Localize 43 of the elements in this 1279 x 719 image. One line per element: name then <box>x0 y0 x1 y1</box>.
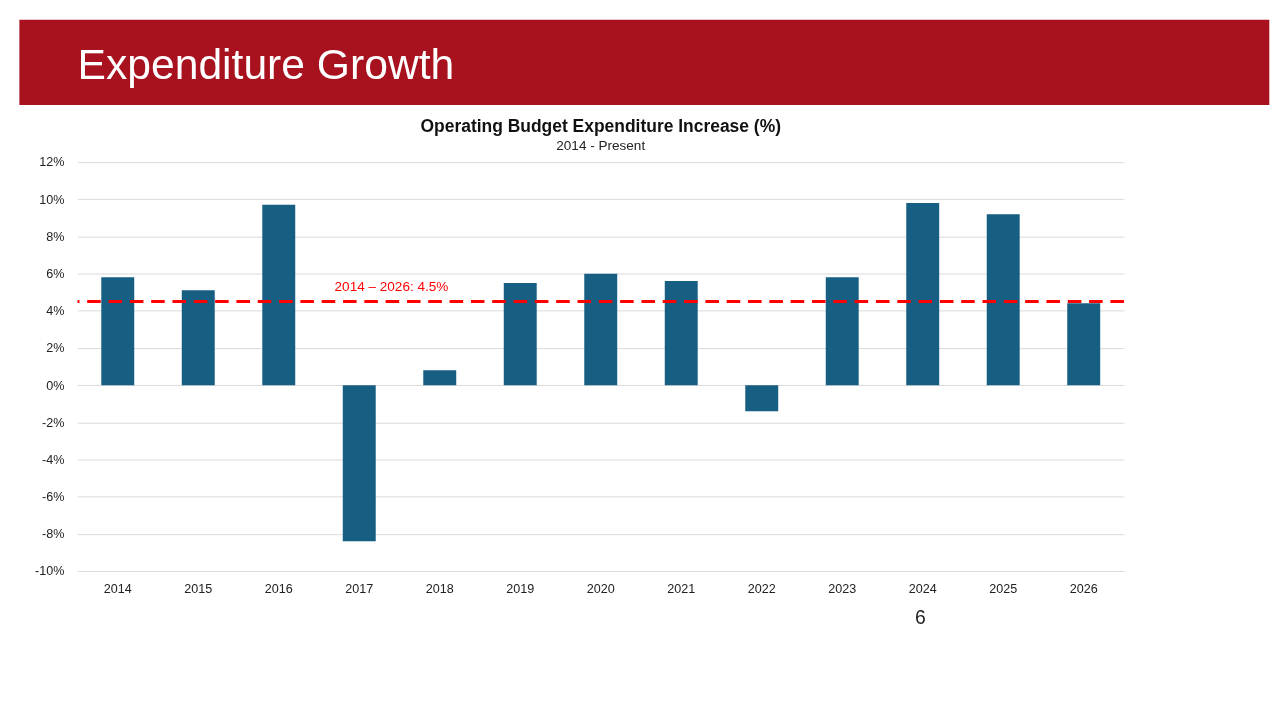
x-tick-label: 2025 <box>989 581 1018 596</box>
ref-line-label: 2014 – 2026: 4.5% <box>334 278 449 294</box>
x-tick-label: 2015 <box>184 581 213 596</box>
y-tick-label: -8% <box>42 527 65 542</box>
bar <box>584 273 618 386</box>
x-tick-label: 2019 <box>506 581 535 596</box>
chart-subtitle: 2014 - Present <box>556 137 646 153</box>
y-tick-label: 2% <box>46 341 65 356</box>
x-tick-label: 2017 <box>345 581 374 596</box>
bar <box>503 282 537 386</box>
bar <box>906 203 940 386</box>
text: 6 <box>915 606 926 629</box>
text: Expenditure Growth <box>77 39 455 88</box>
x-tick-label: 2022 <box>747 581 776 596</box>
x-tick-label: 2020 <box>586 581 615 596</box>
y-tick-label: 4% <box>46 304 65 319</box>
bar <box>262 204 296 386</box>
bar <box>664 281 698 386</box>
y-tick-label: 8% <box>46 229 65 244</box>
y-tick-label: 0% <box>46 378 65 393</box>
y-tick-label: -6% <box>42 490 65 505</box>
y-tick-label: 6% <box>46 266 65 281</box>
y-tick-label: -4% <box>42 452 65 467</box>
y-tick-label: -2% <box>42 415 65 430</box>
y-tick-label: 10% <box>39 192 65 207</box>
chart-title: Operating Budget Expenditure Increase (%) <box>420 116 781 137</box>
x-tick-label: 2023 <box>828 581 857 596</box>
x-tick-label: 2014 <box>103 581 132 596</box>
bar <box>825 277 859 386</box>
bar <box>745 385 779 412</box>
bar <box>181 290 215 386</box>
x-tick-label: 2026 <box>1069 581 1098 596</box>
y-tick-label: -10% <box>35 564 65 579</box>
x-tick-label: 2021 <box>667 581 696 596</box>
x-tick-label: 2018 <box>425 581 454 596</box>
y-tick-label: 12% <box>39 155 65 170</box>
bar <box>1067 303 1101 386</box>
bar <box>342 385 376 542</box>
bar <box>986 214 1020 386</box>
x-tick-label: 2016 <box>264 581 293 596</box>
bar <box>423 370 457 386</box>
bar <box>101 277 135 386</box>
x-tick-label: 2024 <box>908 581 937 596</box>
